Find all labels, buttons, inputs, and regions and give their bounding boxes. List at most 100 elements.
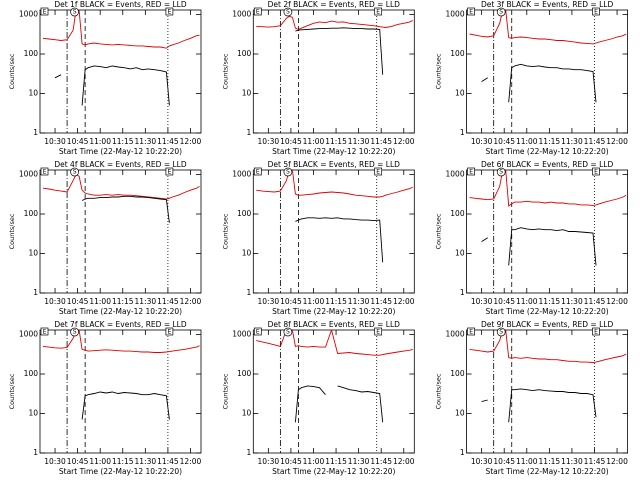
annotation-marker	[70, 7, 79, 17]
annotation-marker	[253, 7, 262, 16]
x-tick-label: 12:00	[393, 297, 415, 306]
series-line	[469, 170, 627, 207]
x-axis-label: Start Time (22-May-12 10:22:20)	[485, 467, 608, 476]
x-tick-label: 11:30	[561, 137, 583, 146]
x-tick-label: 10:30	[44, 137, 66, 146]
x-tick-label: 11:45	[370, 297, 392, 306]
plot-frame	[39, 9, 202, 134]
x-tick-label: 11:30	[348, 457, 370, 466]
x-tick-label: 10:45	[493, 297, 515, 306]
annotation-label: E	[256, 329, 260, 336]
y-tick-label: 1000	[446, 330, 465, 339]
plot-area	[256, 15, 413, 75]
x-axis-label: Start Time (22-May-12 10:22:20)	[485, 307, 608, 316]
x-axis-label: Start Time (22-May-12 10:22:20)	[272, 307, 395, 316]
x-tick-label: 10:30	[471, 457, 493, 466]
panel: Det 6f BLACK = Events, RED = LLD Start Ti…	[435, 160, 628, 316]
plot-area	[469, 170, 627, 266]
x-tick-label: 11:30	[348, 297, 370, 306]
y-tick-label: 1	[33, 448, 38, 457]
series-line	[294, 385, 384, 423]
y-axis-label: Counts/sec	[221, 53, 229, 89]
x-tick-label: 11:15	[325, 297, 347, 306]
annotation-label: E	[594, 9, 598, 16]
y-tick-label: 100	[450, 369, 465, 378]
x-tick-label: 11:00	[303, 297, 325, 306]
x-tick-label: 11:15	[112, 297, 134, 306]
x-tick-label: 11:00	[303, 457, 325, 466]
x-axis-label: Start Time (22-May-12 10:22:20)	[59, 147, 182, 156]
x-tick-label: 10:30	[258, 297, 280, 306]
x-tick-label: 10:45	[67, 297, 89, 306]
series-line	[295, 217, 384, 263]
x-axis-label: Start Time (22-May-12 10:22:20)	[485, 147, 608, 156]
annotation-label: E	[168, 9, 172, 16]
annotation-label: E	[256, 9, 260, 16]
chart-title: Det 9f BLACK = Events, RED = LLD	[481, 320, 614, 329]
chart-title: Det 3f BLACK = Events, RED = LLD	[481, 0, 614, 9]
annotation-marker	[374, 167, 383, 176]
x-axis-label: Start Time (22-May-12 10:22:20)	[272, 467, 395, 476]
annotation-marker	[496, 327, 506, 337]
y-tick-label: 10	[28, 249, 38, 258]
annotation-label: E	[376, 329, 380, 336]
y-tick-label: 1000	[232, 10, 251, 19]
series-line	[256, 15, 413, 30]
annotation-label: E	[469, 9, 473, 16]
x-tick-label: 10:45	[493, 137, 515, 146]
annotation-marker	[70, 327, 79, 337]
y-tick-label: 10	[455, 89, 465, 98]
annotation-label: E	[168, 169, 172, 176]
annotation-marker	[374, 327, 383, 336]
y-tick-label: 10	[242, 89, 252, 98]
x-axis-label: Start Time (22-May-12 10:22:20)	[272, 147, 395, 156]
annotation-marker	[283, 7, 293, 17]
annotation-marker	[165, 7, 174, 16]
x-tick-label: 10:30	[258, 137, 280, 146]
y-tick-label: 100	[237, 369, 252, 378]
y-tick-label: 100	[24, 49, 39, 58]
x-tick-label: 12:00	[606, 137, 628, 146]
annotation-marker	[374, 7, 383, 16]
panel: Det 8f BLACK = Events, RED = LLD Start Ti…	[221, 320, 414, 476]
x-tick-label: 10:45	[280, 297, 302, 306]
annotation-marker	[467, 7, 475, 16]
series-line	[256, 170, 414, 198]
x-tick-label: 11:45	[370, 457, 392, 466]
plot-frame	[252, 329, 415, 454]
x-tick-label: 11:30	[561, 297, 583, 306]
y-axis-label: Counts/sec	[221, 373, 229, 409]
panel: Det 5f BLACK = Events, RED = LLD Start Ti…	[221, 160, 414, 316]
annotation-label: S	[286, 169, 290, 176]
plot-area	[42, 330, 200, 420]
annotation-marker	[592, 327, 600, 336]
x-tick-label: 12:00	[393, 137, 415, 146]
plot-frame	[252, 169, 415, 294]
x-tick-label: 12:00	[393, 457, 415, 466]
x-tick-label: 11:30	[135, 137, 157, 146]
y-axis-label: Counts/sec	[8, 53, 16, 89]
annotation-marker	[253, 327, 262, 336]
x-tick-label: 11:15	[539, 457, 561, 466]
plot-frame	[466, 169, 629, 294]
annotation-label: E	[43, 169, 47, 176]
y-tick-label: 1000	[19, 10, 38, 19]
annotation-label: E	[376, 9, 380, 16]
annotation-marker	[283, 327, 293, 337]
series-line	[481, 388, 597, 423]
x-tick-label: 11:00	[303, 137, 325, 146]
chart-title: Det 5f BLACK = Events, RED = LLD	[268, 160, 401, 169]
x-tick-label: 11:15	[539, 297, 561, 306]
x-tick-label: 11:45	[584, 297, 606, 306]
x-tick-label: 11:00	[516, 297, 538, 306]
x-tick-label: 11:45	[584, 137, 606, 146]
series-line	[481, 227, 597, 266]
series-line	[54, 65, 170, 106]
y-axis-label: Counts/sec	[435, 213, 443, 249]
chart-title: Det 1f BLACK = Events, RED = LLD	[54, 0, 187, 9]
y-tick-label: 100	[237, 209, 252, 218]
annotation-label: S	[73, 9, 77, 16]
series-line	[481, 63, 597, 103]
y-axis-label: Counts/sec	[8, 213, 16, 249]
